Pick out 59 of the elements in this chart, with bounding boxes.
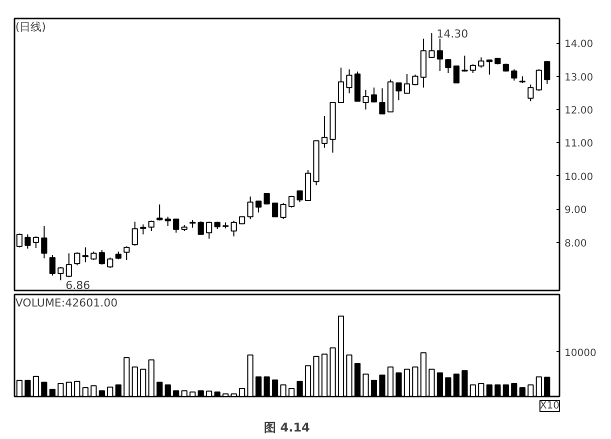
candlestick <box>362 89 369 110</box>
candlestick <box>24 234 31 250</box>
candlestick <box>453 65 460 84</box>
candlestick <box>436 38 443 72</box>
candlestick <box>173 218 180 234</box>
candlestick <box>124 246 130 260</box>
candlestick <box>486 59 492 76</box>
candlestick <box>32 236 39 248</box>
candlestick <box>404 73 410 94</box>
candlestick <box>16 233 23 248</box>
y-tick-label: 10000 <box>564 348 596 359</box>
candlestick <box>536 68 542 92</box>
candlestick <box>82 246 88 263</box>
candlestick <box>66 252 72 278</box>
annotation: 6.86 <box>66 279 90 292</box>
y-tick-label: 9.00 <box>564 205 587 216</box>
candlestick <box>206 221 212 240</box>
candlestick <box>296 190 303 203</box>
candlestick <box>49 254 56 276</box>
candlestick <box>478 56 484 68</box>
candlestick <box>462 55 468 72</box>
candlestick <box>445 58 452 74</box>
candlestick <box>396 82 402 101</box>
candlestick <box>74 252 80 266</box>
candlestick <box>230 220 237 237</box>
candlestick <box>528 84 534 102</box>
candlestick <box>107 257 114 268</box>
candlestick <box>132 221 138 246</box>
candlestick <box>544 60 550 84</box>
candlestick <box>98 249 105 266</box>
candlestick <box>156 204 163 221</box>
candlestick <box>264 193 270 205</box>
candlestick <box>338 67 344 104</box>
candlestick <box>321 116 328 148</box>
candlestick <box>140 224 146 235</box>
candlestick <box>272 202 278 218</box>
candlestick <box>247 196 254 220</box>
candlestick <box>346 68 352 94</box>
caption: 图 4.14 <box>264 420 310 434</box>
y-tick-label: 14.00 <box>564 39 594 50</box>
y-tick-label: 11.00 <box>564 138 594 150</box>
annotation: 14.30 <box>436 28 468 41</box>
candlestick <box>41 226 48 259</box>
candlestick <box>412 74 418 86</box>
candlestick <box>198 220 204 235</box>
candlestick <box>256 200 262 213</box>
y-tick-label: 13.00 <box>564 72 594 84</box>
candlestick <box>511 68 518 82</box>
candlestick <box>164 216 171 227</box>
y-tick-label: 8.00 <box>564 238 587 250</box>
chart-title: VOLUME:42601.00 <box>15 296 118 310</box>
candlestick <box>58 266 64 281</box>
candlestick <box>428 32 435 59</box>
candlestick <box>379 88 386 114</box>
candlestick <box>370 87 378 104</box>
y-tick-label: 12.00 <box>564 106 594 116</box>
y-tick-label: 10.00 <box>564 172 594 183</box>
chart-title: (日线) <box>15 20 46 34</box>
candlestick <box>280 202 286 220</box>
